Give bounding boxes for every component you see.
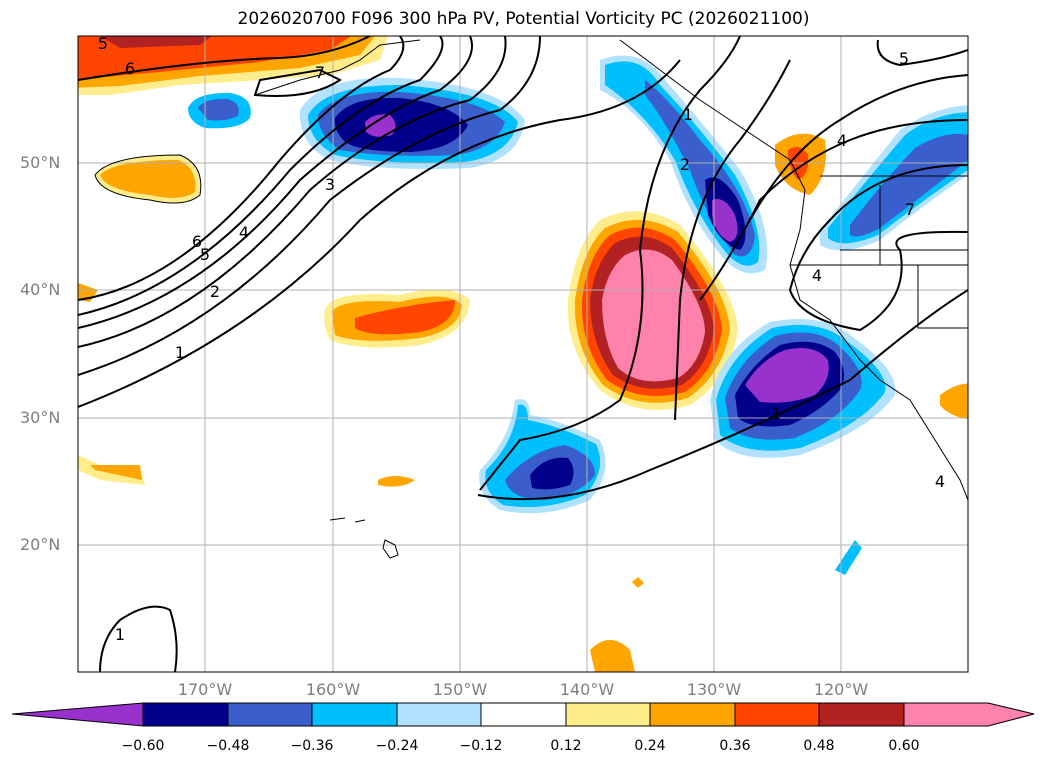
colorbar-tick: 0.12 — [550, 738, 582, 754]
svg-text:5: 5 — [899, 49, 909, 68]
svg-text:1: 1 — [175, 343, 185, 362]
lon-label: 140°W — [559, 680, 615, 699]
svg-text:5: 5 — [200, 245, 210, 264]
chart-title: 2026020700 F096 300 hPa PV, Potential Vo… — [237, 9, 810, 29]
colorbar-tick: −0.24 — [375, 738, 419, 754]
svg-text:3: 3 — [325, 175, 335, 194]
pv-positive-blob-west — [95, 155, 201, 204]
lat-label: 20°N — [20, 535, 61, 554]
svg-text:4: 4 — [935, 472, 945, 491]
svg-text:5: 5 — [98, 34, 108, 53]
contour-labels: 5 6 7 3 6 5 4 2 1 2 1 4 4 5 1 7 1 4 — [98, 34, 945, 644]
gridlines — [78, 36, 968, 672]
pv-negative-blob-east — [710, 318, 896, 458]
svg-text:6: 6 — [125, 59, 135, 78]
svg-text:1: 1 — [115, 625, 125, 644]
svg-text:7: 7 — [315, 63, 325, 82]
colorbar-extend-low — [11, 702, 144, 727]
pv-positive-blob-central — [324, 289, 470, 348]
lon-label: 160°W — [305, 680, 361, 699]
lon-label: 170°W — [177, 680, 233, 699]
svg-text:2: 2 — [210, 282, 220, 301]
svg-text:4: 4 — [837, 131, 847, 150]
colorbar-tick: −0.36 — [290, 738, 334, 754]
pv-positive-blob-main — [567, 211, 738, 410]
colorbar-tick: 0.36 — [719, 738, 751, 754]
lon-label: 120°W — [813, 680, 869, 699]
svg-text:1: 1 — [771, 404, 781, 423]
pv-negative-blob-south — [479, 399, 606, 514]
svg-text:2: 2 — [680, 155, 690, 174]
lon-label: 130°W — [686, 680, 742, 699]
svg-text:1: 1 — [683, 105, 693, 124]
colorbar-tick: 0.24 — [634, 738, 666, 754]
colorbar-tick: −0.60 — [121, 738, 165, 754]
colorbar-tick: −0.12 — [459, 738, 503, 754]
colorbar-tick: 0.60 — [888, 738, 920, 754]
pv-negative-blob-small — [188, 92, 251, 129]
pv-negative-strip-coast — [600, 55, 768, 274]
lat-label: 40°N — [20, 280, 61, 299]
svg-text:4: 4 — [239, 223, 249, 242]
svg-text:4: 4 — [812, 266, 822, 285]
colorbar-extend-high — [903, 702, 1035, 727]
colorbar-tick: −0.48 — [206, 738, 250, 754]
pv-contours — [78, 36, 968, 672]
colorbar — [11, 702, 1035, 727]
colorbar-tick: 0.48 — [803, 738, 835, 754]
coastlines — [94, 39, 968, 559]
lon-label: 150°W — [432, 680, 488, 699]
svg-text:6: 6 — [192, 232, 202, 251]
map-frame — [77, 35, 969, 673]
lat-label: 30°N — [20, 408, 61, 427]
lat-label: 50°N — [20, 153, 61, 172]
svg-text:7: 7 — [905, 200, 915, 219]
